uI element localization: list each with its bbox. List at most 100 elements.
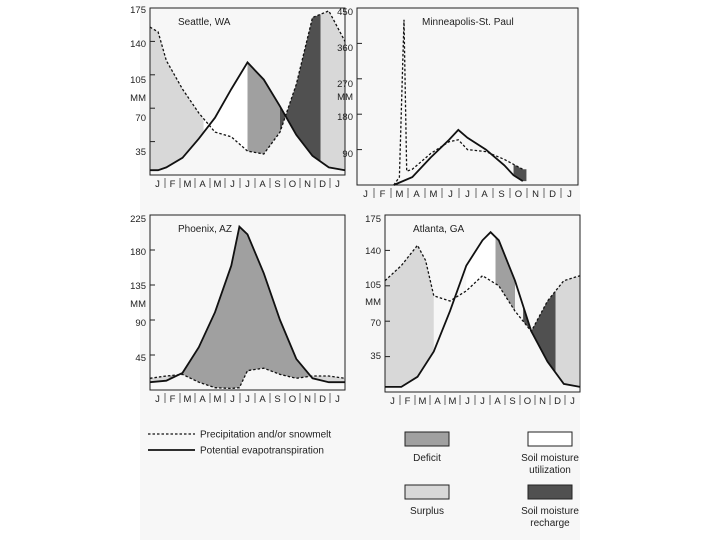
month-label: M [449, 396, 457, 407]
legend-line-label: Potential evapotranspiration [200, 446, 324, 457]
month-label: F [170, 394, 176, 405]
month-label: O [515, 189, 522, 200]
month-label: S [509, 396, 515, 407]
y-tick-label: 70 [135, 113, 146, 124]
month-label: F [405, 396, 411, 407]
y-tick-label: 360 [337, 43, 353, 54]
month-label: N [304, 179, 311, 190]
month-label: J [570, 396, 575, 407]
month-label: J [480, 396, 485, 407]
month-label: O [289, 179, 296, 190]
panel-frame [384, 214, 581, 393]
y-tick-label: 70 [370, 318, 381, 329]
legend-swatch-label: Surplus [410, 506, 444, 517]
legend-swatch-label: Soil moisture [521, 506, 579, 517]
month-label: J [230, 394, 235, 405]
legend-swatch [527, 484, 573, 500]
month-label: A [413, 189, 420, 200]
month-label: J [465, 396, 470, 407]
month-label: A [199, 179, 206, 190]
evapotranspiration-line [149, 224, 345, 384]
legend-swatch [404, 484, 450, 500]
y-tick-label: 225 [130, 214, 146, 225]
y-tick-label: 35 [135, 147, 146, 158]
y-tick-label: 140 [365, 246, 381, 257]
month-label: A [434, 396, 441, 407]
precipitation-line [384, 244, 581, 333]
month-label: J [335, 394, 340, 405]
y-tick-label: 175 [130, 5, 146, 16]
y-tick-label: MM [337, 92, 353, 103]
month-label: F [380, 189, 386, 200]
month-label: N [304, 394, 311, 405]
month-label: J [390, 396, 395, 407]
y-tick-label: 450 [337, 7, 353, 18]
region-soil-moisture-recharge [523, 290, 556, 373]
month-label: O [289, 394, 296, 405]
month-label: J [335, 179, 340, 190]
region-surplus [309, 374, 345, 383]
y-tick-label: 270 [337, 79, 353, 90]
chart-title: Seattle, WA [178, 17, 231, 28]
month-label: S [274, 394, 280, 405]
month-label: A [259, 179, 266, 190]
y-tick-label: 90 [342, 149, 353, 160]
month-label: J [448, 189, 453, 200]
month-label: N [532, 189, 539, 200]
y-tick-label: 105 [365, 280, 381, 291]
y-tick-label: 140 [130, 39, 146, 50]
month-label: O [524, 396, 531, 407]
region-surplus [320, 10, 345, 171]
y-tick-label: 35 [370, 351, 381, 362]
month-label: J [230, 179, 235, 190]
y-tick-label: 45 [135, 353, 146, 364]
legend-swatch-label: Deficit [413, 453, 441, 464]
month-label: J [363, 189, 368, 200]
legend-swatch [527, 431, 573, 447]
month-label: N [539, 396, 546, 407]
legend-swatch [404, 431, 450, 447]
panel-frame [149, 214, 346, 391]
y-tick-label: 175 [365, 214, 381, 225]
month-label: J [245, 179, 250, 190]
month-label: S [274, 179, 280, 190]
region-deficit [495, 237, 515, 312]
chart-title: Atlanta, GA [413, 224, 464, 235]
month-label: A [199, 394, 206, 405]
chart-title: Phoenix, AZ [178, 224, 232, 235]
panel-frame [356, 7, 579, 186]
month-label: M [214, 394, 222, 405]
y-tick-label: MM [130, 299, 146, 310]
precipitation-line [149, 10, 346, 155]
month-label: J [567, 189, 572, 200]
evapotranspiration-line [150, 60, 346, 172]
chart-title: Minneapolis-St. Paul [422, 17, 514, 28]
legend-line-label: Precipitation and/or snowmelt [200, 430, 331, 441]
month-label: D [319, 179, 326, 190]
y-tick-label: MM [130, 93, 146, 104]
legend-swatch-label: utilization [529, 465, 571, 476]
month-label: M [419, 396, 427, 407]
region-deficit [247, 62, 280, 155]
precipitation-line [393, 19, 524, 186]
y-tick-label: 90 [135, 318, 146, 329]
region-soil-moisture-recharge [280, 14, 321, 162]
legend-swatch-label: recharge [530, 518, 570, 529]
month-label: S [498, 189, 504, 200]
region-surplus [555, 275, 580, 387]
month-label: A [481, 189, 488, 200]
month-label: M [430, 189, 438, 200]
region-surplus [150, 27, 204, 171]
month-label: M [396, 189, 404, 200]
region-soil-moisture-utilization [203, 62, 248, 152]
month-label: J [155, 394, 160, 405]
month-label: M [184, 394, 192, 405]
evapotranspiration-line [385, 230, 581, 388]
month-label: D [549, 189, 556, 200]
month-label: D [554, 396, 561, 407]
